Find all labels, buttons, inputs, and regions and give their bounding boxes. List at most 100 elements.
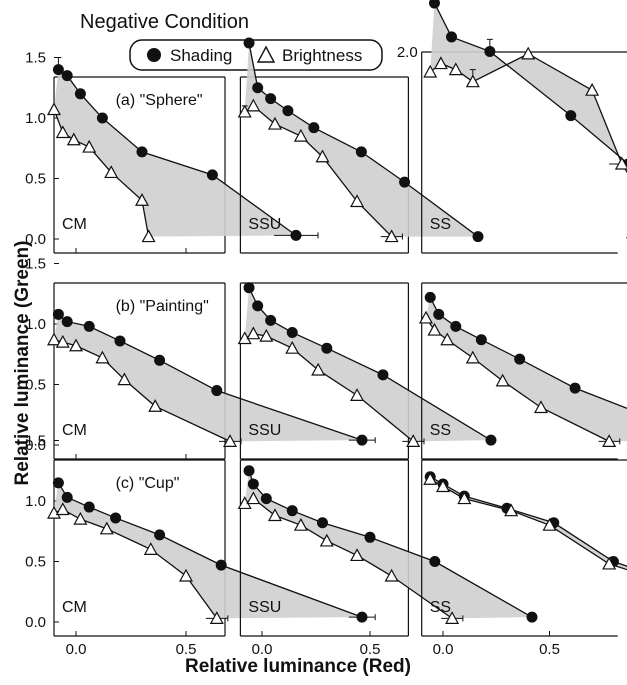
brightness-point xyxy=(465,350,480,364)
panels: 0.0 0.5 1.0 1.5 (a) "Sphere" CM SSU 2.0 SS 0.0 0.5… xyxy=(25,0,627,658)
brightness-point xyxy=(423,471,438,485)
brightness-point xyxy=(311,362,326,376)
brightness-point xyxy=(602,556,617,570)
brightness-point xyxy=(384,229,399,243)
x-tick-label: 0.0 xyxy=(66,641,87,658)
brightness-point xyxy=(435,479,451,493)
y-tick-label-top: 2.0 xyxy=(397,44,418,61)
shading-point xyxy=(61,70,73,82)
panel-1-0: 0.0 0.5 1.0 1.5 (b) "Painting" CM xyxy=(25,256,376,460)
brightness-point xyxy=(495,373,510,387)
brightness-point xyxy=(66,132,81,146)
y-tick-label: 1.5 xyxy=(25,433,46,450)
shading-point xyxy=(243,465,255,477)
shading-point xyxy=(428,0,440,9)
brightness-point xyxy=(46,505,62,519)
shading-point xyxy=(356,434,368,446)
shading-point xyxy=(74,88,86,100)
series-line-shading xyxy=(433,2,627,164)
shading-point xyxy=(243,282,255,294)
brightness-point xyxy=(418,310,433,324)
shading-point xyxy=(377,369,389,381)
shaded-region xyxy=(54,69,296,237)
y-tick-label: 1.5 xyxy=(25,256,46,273)
shading-point xyxy=(247,478,259,490)
brightness-point xyxy=(521,46,536,60)
brightness-point xyxy=(350,194,365,208)
shading-point xyxy=(206,169,218,181)
panel-0-1: SSU xyxy=(237,37,484,254)
x-tick-label: 0.5 xyxy=(176,641,197,658)
x-tick-label: 0.5 xyxy=(360,641,381,658)
x-tick-label: 0.0 xyxy=(252,641,273,658)
brightness-point xyxy=(55,125,70,139)
shading-point xyxy=(526,611,538,623)
shading-point xyxy=(211,385,223,397)
row-label: (b) "Painting" xyxy=(116,298,209,315)
brightness-point xyxy=(384,568,399,582)
y-tick-label: 0.5 xyxy=(25,171,46,188)
legend-box xyxy=(129,39,383,71)
shaded-region xyxy=(54,482,362,619)
shading-point xyxy=(61,316,73,328)
y-tick-label: 0.0 xyxy=(25,231,46,248)
x-axis-label: Relative luminance (Red) xyxy=(185,656,411,677)
y-tick-label: 1.0 xyxy=(25,110,46,127)
legend: Shading Brightness xyxy=(129,39,383,71)
panel-2-2: 0.0 0.5 SS xyxy=(421,459,627,658)
brightness-point xyxy=(143,542,158,556)
shading-point xyxy=(308,122,320,134)
shading-point xyxy=(154,354,166,366)
brightness-point xyxy=(46,102,62,116)
brightness-point xyxy=(68,338,84,352)
brightness-point xyxy=(465,74,480,88)
panel-label: SS xyxy=(430,599,451,616)
brightness-point xyxy=(267,116,282,130)
brightness-point xyxy=(457,491,472,505)
brightness-point xyxy=(209,611,224,624)
legend-shading-marker xyxy=(147,48,161,62)
brightness-point xyxy=(293,517,308,531)
panel-label: SS xyxy=(430,422,451,439)
brightness-point xyxy=(55,334,70,348)
brightness-point xyxy=(82,139,97,153)
panel-label: CM xyxy=(62,422,87,439)
panel-2-0: 0.00.51.01.50.0 0.5(c) "Cup"CM xyxy=(25,433,376,658)
shading-point xyxy=(446,31,458,43)
brightness-point xyxy=(95,350,110,364)
shading-point xyxy=(52,308,64,320)
brightness-point xyxy=(542,517,557,531)
brightness-point xyxy=(246,491,261,505)
y-tick-label: 0.0 xyxy=(25,437,46,454)
shading-point xyxy=(450,320,462,332)
panel-2-1: 0.0 0.5 SSU xyxy=(237,459,538,658)
shading-point xyxy=(83,320,95,332)
shading-point xyxy=(52,477,64,489)
panel-label: SSU xyxy=(248,216,281,233)
y-tick-label: 0.0 xyxy=(25,614,46,631)
brightness-point xyxy=(285,340,300,354)
panel-1-2: SS xyxy=(418,282,627,460)
panel-label: SS xyxy=(430,216,451,233)
shading-point xyxy=(215,559,227,571)
legend-shading-label: Shading xyxy=(170,46,232,65)
shading-point xyxy=(290,229,302,241)
brightness-point xyxy=(350,388,365,401)
shading-point xyxy=(399,176,411,188)
brightness-point xyxy=(614,156,627,170)
shading-point xyxy=(321,342,333,354)
shading-point xyxy=(265,314,277,326)
brightness-point xyxy=(293,128,308,142)
brightness-point xyxy=(259,328,274,342)
shading-point xyxy=(286,505,298,517)
brightness-point xyxy=(315,149,330,163)
panel-label: SSU xyxy=(248,599,281,616)
shading-point xyxy=(83,501,95,513)
legend-brightness-label: Brightness xyxy=(282,46,362,65)
legend-brightness-marker xyxy=(256,45,276,63)
y-tick-label: 1.0 xyxy=(25,493,46,510)
shaded-region xyxy=(244,42,478,237)
shading-point xyxy=(355,146,367,158)
panel-1-1: SSU xyxy=(237,282,497,460)
